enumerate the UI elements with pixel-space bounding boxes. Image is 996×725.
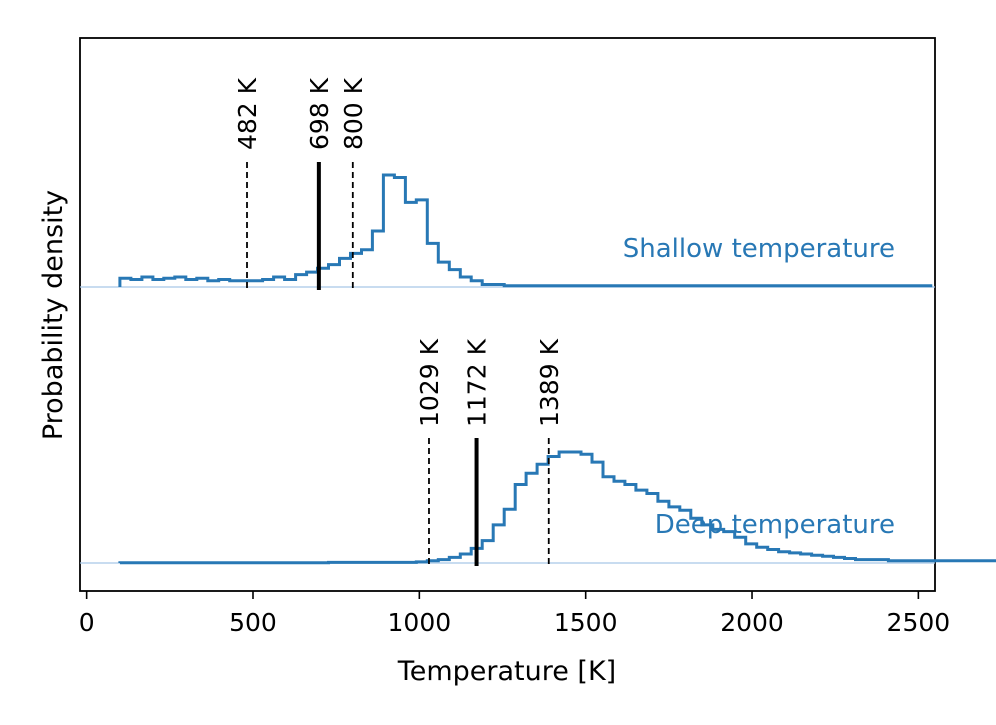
percentile-label: 698 K <box>305 77 334 150</box>
x-tick-label: 1500 <box>554 608 618 637</box>
y-axis-title: Probability density <box>38 190 69 440</box>
series-shallow: 482 K 698 K 800 K Shallow temperature <box>80 77 935 290</box>
data-layer: 482 K 698 K 800 K Shallow temperature 1029 K… <box>80 77 996 566</box>
x-axis: 0 500 1000 1500 2000 2500 <box>79 591 950 637</box>
percentile-label: 1389 K <box>535 338 564 427</box>
x-axis-title: Temperature [K] <box>397 656 616 687</box>
histogram-step-line <box>118 450 996 565</box>
x-tick-label: 500 <box>229 608 277 637</box>
x-tick-label: 1000 <box>388 608 452 637</box>
series-deep: 1029 K 1172 K 1389 K Deep temperature <box>80 338 996 566</box>
percentile-label: 1029 K <box>415 338 444 427</box>
x-tick-label: 2500 <box>887 608 951 637</box>
percentile-label: 1172 K <box>463 338 492 427</box>
percentile-label: 482 K <box>233 77 262 150</box>
x-tick-label: 2000 <box>720 608 784 637</box>
percentile-label: 800 K <box>339 77 368 150</box>
series-label: Shallow temperature <box>623 234 895 264</box>
series-label: Deep temperature <box>655 510 895 540</box>
plot-frame <box>79 37 936 592</box>
x-tick-label: 0 <box>79 608 95 637</box>
histogram-step-line <box>118 173 933 288</box>
